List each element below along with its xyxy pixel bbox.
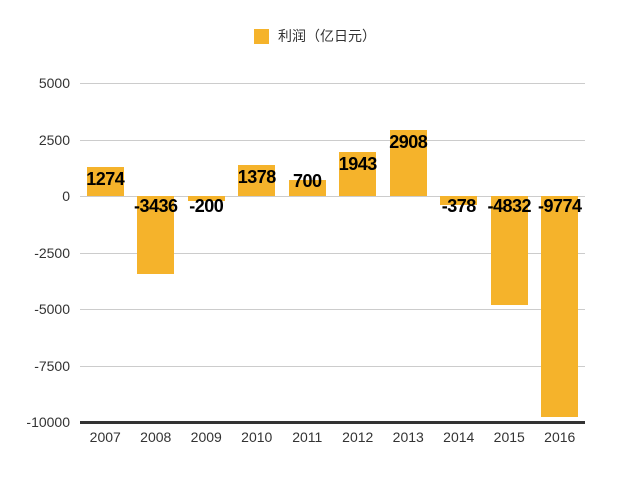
gridline <box>80 309 585 310</box>
x-axis-line <box>80 421 585 424</box>
x-tick-label: 2016 <box>544 429 576 445</box>
gridline <box>80 83 585 84</box>
bar-value-label: 1274 <box>86 169 125 190</box>
x-tick-label: 2011 <box>292 429 323 445</box>
y-tick-label: -5000 <box>34 301 70 317</box>
bar-2015[interactable] <box>490 196 528 306</box>
x-tick-label: 2014 <box>443 429 475 445</box>
y-tick-label: -10000 <box>26 414 70 430</box>
bar-value-label: 2908 <box>389 132 428 153</box>
x-tick-label: 2013 <box>392 429 424 445</box>
gridline <box>80 196 585 197</box>
gridline <box>80 140 585 141</box>
legend-label: 利润（亿日元） <box>278 28 376 44</box>
bar-2014[interactable] <box>440 196 478 205</box>
x-tick-label: 2010 <box>241 429 273 445</box>
bar-value-label: 1378 <box>237 166 277 187</box>
gridline <box>80 366 585 367</box>
bar-2007[interactable] <box>86 167 124 196</box>
bar-2011[interactable] <box>288 180 326 196</box>
bar-value-label: 700 <box>292 171 322 192</box>
y-tick-label: -7500 <box>34 357 70 374</box>
legend-item[interactable]: 利润（亿日元） <box>0 26 630 46</box>
bar-value-label: -378 <box>441 196 477 216</box>
gridline <box>80 253 585 254</box>
bar-2008[interactable] <box>137 196 175 274</box>
bar-value-label: 1943 <box>338 154 378 175</box>
x-tick-label: 2008 <box>140 429 172 445</box>
x-tick-label: 2015 <box>493 429 525 445</box>
bar-2010[interactable] <box>238 164 276 196</box>
x-tick-label: 2007 <box>89 429 121 445</box>
legend-swatch-icon <box>254 28 269 44</box>
bar-value-label: -4832 <box>487 196 532 216</box>
x-tick-label: 2009 <box>190 429 222 445</box>
bar-value-label: -200 <box>189 196 224 216</box>
bar-value-label: -9774 <box>537 196 582 216</box>
bar-2012[interactable] <box>339 152 377 196</box>
bar-2013[interactable] <box>389 130 427 196</box>
y-tick-label: 0 <box>62 188 70 204</box>
bar-2016[interactable] <box>541 196 579 417</box>
y-tick-label: -2500 <box>34 244 70 261</box>
bar-value-label: -3436 <box>133 196 178 216</box>
y-tick-label: 2500 <box>38 131 70 148</box>
y-tick-label: 5000 <box>38 75 70 91</box>
x-tick-label: 2012 <box>342 429 374 445</box>
bar-2009[interactable] <box>187 196 225 201</box>
